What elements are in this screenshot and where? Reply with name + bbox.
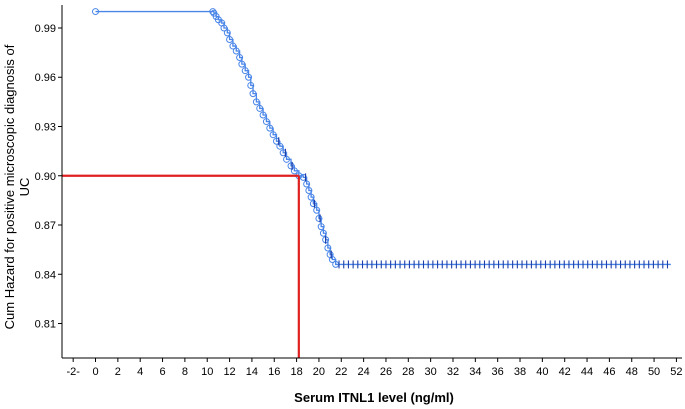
- data-point-circle: [319, 229, 327, 237]
- data-point-circle: [266, 124, 274, 132]
- x-tick-label: 52: [670, 366, 682, 378]
- data-point-circle: [313, 206, 321, 214]
- x-tick-label: 34: [469, 366, 481, 378]
- data-point-circle: [232, 47, 240, 55]
- x-tick-label: 28: [402, 366, 414, 378]
- data-point-circle: [241, 67, 249, 75]
- data-point-circle: [252, 98, 260, 106]
- data-point-circle: [92, 8, 100, 16]
- x-tick-label: 36: [492, 366, 504, 378]
- x-tick-label: 22: [335, 366, 347, 378]
- x-tick-label: 40: [536, 366, 548, 378]
- data-point-circle: [256, 104, 264, 112]
- plot-area: [62, 8, 671, 358]
- data-point-circle: [229, 42, 237, 50]
- data-point-circle: [269, 131, 277, 139]
- y-axis-title: Cum Hazard for positive microscopic diag…: [2, 44, 32, 329]
- x-tick-label: 26: [380, 366, 392, 378]
- data-point-circle: [279, 149, 287, 157]
- data-point-circle: [209, 8, 217, 16]
- data-point-circle: [238, 60, 246, 68]
- x-tick-label: 6: [159, 366, 165, 378]
- y-tick-label: 0.99: [35, 23, 56, 35]
- x-tick-label: 20: [313, 366, 325, 378]
- data-point-circle: [220, 24, 228, 32]
- data-point-circle: [307, 193, 315, 201]
- x-tick-label: 46: [603, 366, 615, 378]
- data-point-circle: [317, 223, 325, 231]
- x-tick-label: 8: [182, 366, 188, 378]
- y-axis-title-line-1: Cum Hazard for positive microscopic diag…: [2, 44, 17, 329]
- x-axis-ticks: -2- 0 2 4 6 8 10 12 14 16 18 20 22 24 26 28 30 32 34 36 38 40…: [66, 358, 683, 378]
- x-tick-label: 50: [648, 366, 660, 378]
- series-step-line: [95, 10, 671, 266]
- x-tick-label: 12: [223, 366, 235, 378]
- x-tick-label: 14: [246, 366, 258, 378]
- data-point-circle: [249, 90, 257, 98]
- x-tick-label: 48: [626, 366, 638, 378]
- x-tick-label: 42: [559, 366, 571, 378]
- x-tick-label: 24: [357, 366, 369, 378]
- y-tick-label: 0.87: [35, 220, 56, 232]
- data-point-circle: [236, 54, 244, 62]
- y-axis-ticks: 0.99 0.96 0.93 0.90 0.87 0.84 0.81: [35, 23, 62, 331]
- data-point-circle: [247, 81, 255, 89]
- data-point-circle: [262, 118, 270, 126]
- x-tick-label: 4: [137, 366, 143, 378]
- x-tick-label: 16: [268, 366, 280, 378]
- data-point-circle: [245, 73, 253, 81]
- x-tick-label: 0: [92, 366, 98, 378]
- y-tick-label: 0.90: [35, 171, 56, 183]
- data-point-circle: [226, 35, 234, 43]
- data-point-circle: [303, 180, 311, 188]
- x-tick-label: 38: [514, 366, 526, 378]
- data-point-circle: [315, 214, 323, 222]
- y-tick-label: 0.84: [35, 269, 56, 281]
- x-tick-label: 32: [447, 366, 459, 378]
- y-tick-label: 0.96: [35, 72, 56, 84]
- x-tick-label: 44: [581, 366, 593, 378]
- x-tick-label: 30: [425, 366, 437, 378]
- data-point-circle: [283, 155, 291, 163]
- x-axis-title: Serum ITNL1 level (ng/ml): [294, 390, 454, 405]
- data-point-circle: [324, 244, 332, 252]
- x-tick-label: 2: [115, 366, 121, 378]
- data-point-circle: [259, 111, 267, 119]
- data-point-circle: [276, 142, 284, 150]
- x-tick-label: 10: [201, 366, 213, 378]
- data-point-circle: [290, 167, 298, 175]
- y-tick-label: 0.93: [35, 121, 56, 133]
- data-point-circle: [305, 187, 313, 195]
- data-point-circle: [328, 255, 336, 263]
- data-point-circle: [299, 173, 307, 181]
- y-axis-title-line-2: UC: [17, 178, 32, 197]
- data-point-circle: [309, 200, 317, 208]
- y-tick-label: 0.81: [35, 319, 56, 331]
- data-point-circle: [272, 137, 280, 145]
- data-point-circle: [287, 162, 295, 170]
- x-tick-label: -2-: [66, 366, 80, 378]
- x-tick-label: 18: [290, 366, 302, 378]
- data-point-circle: [223, 29, 231, 37]
